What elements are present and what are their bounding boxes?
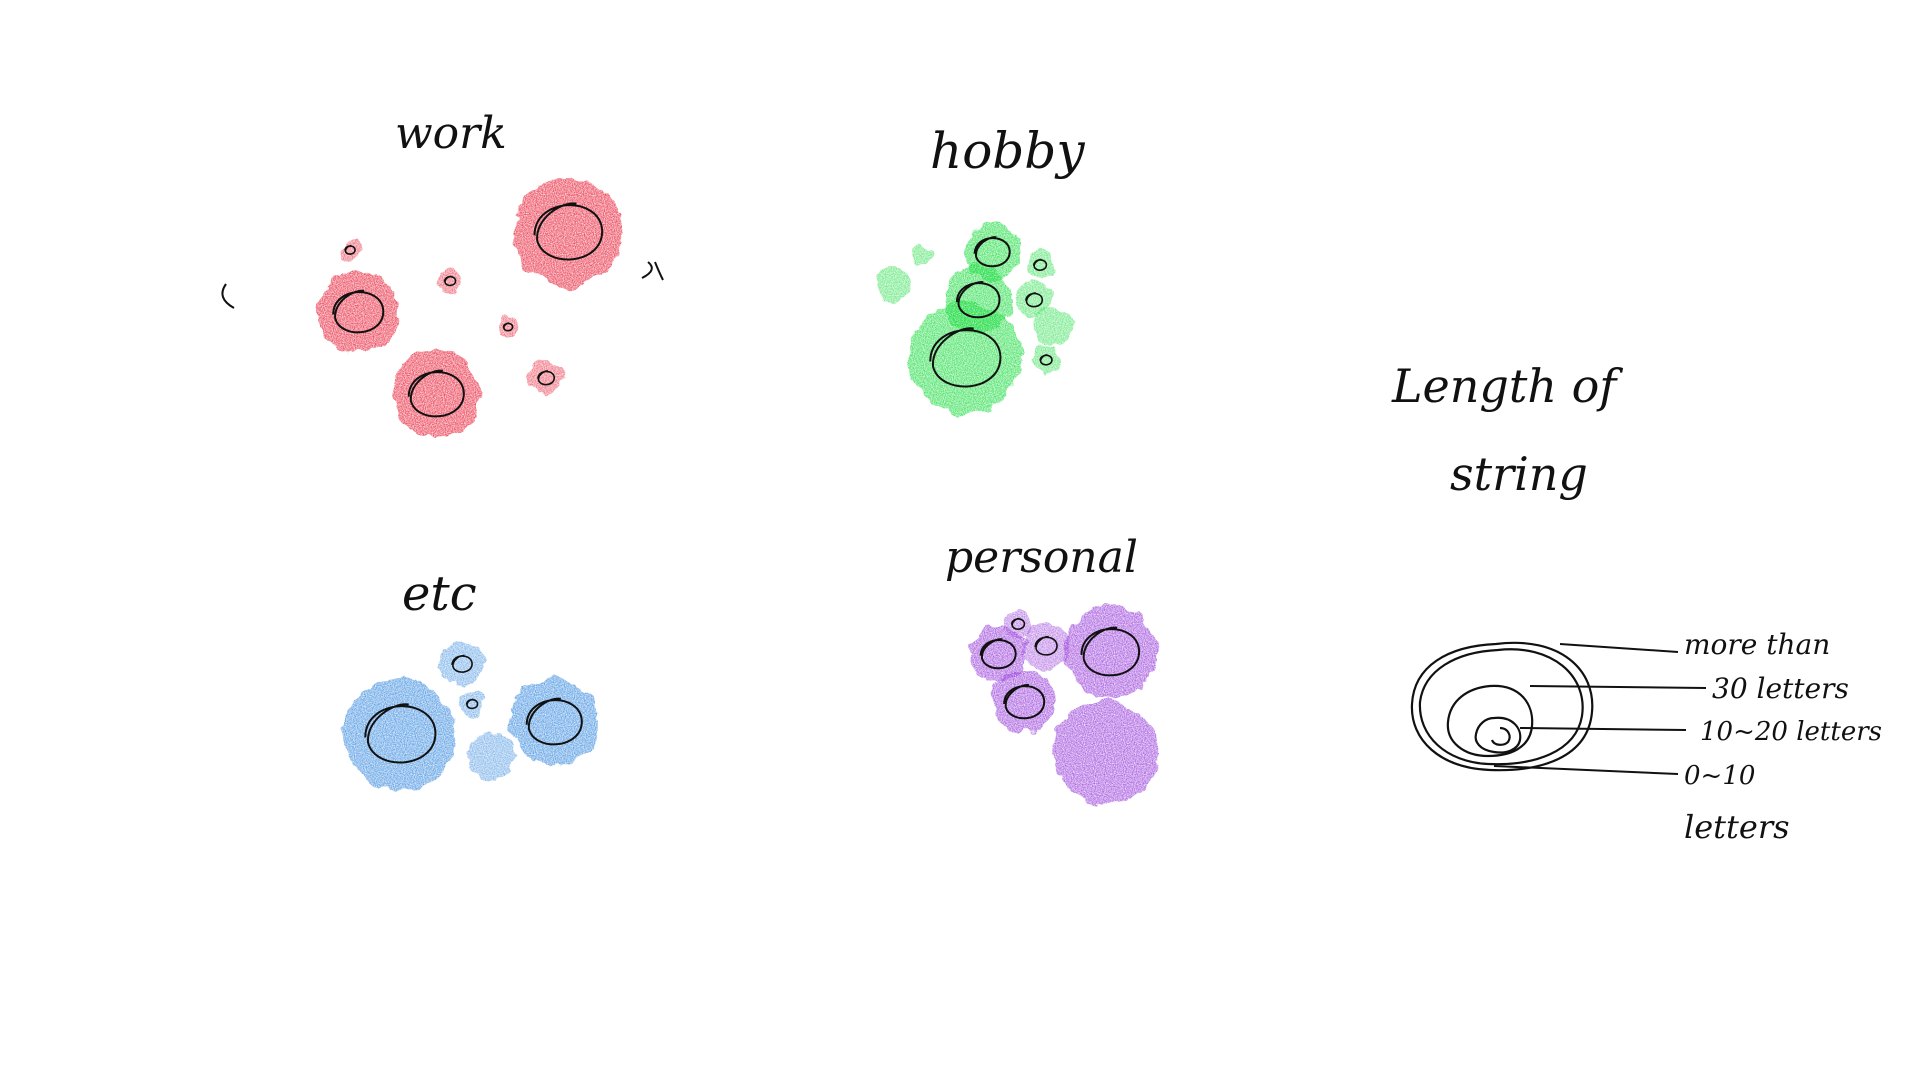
work-blob-outline — [332, 289, 385, 334]
cluster-work-blobs — [318, 178, 622, 438]
work-blob-outline — [533, 202, 604, 261]
hobby-blob-outline — [955, 281, 1001, 319]
hobby-blob — [1034, 307, 1074, 347]
personal-blob-outline — [1003, 684, 1046, 720]
etc-blob — [510, 678, 598, 766]
legend-item-label: 10~20 letters — [1700, 717, 1882, 747]
hobby-blob-outline — [973, 236, 1011, 268]
legend-ring-inner — [1490, 726, 1511, 746]
cluster-etc-label: etc — [402, 566, 477, 622]
cluster-hobby-label: hobby — [930, 122, 1085, 180]
cluster-personal-label: personal — [945, 532, 1138, 583]
hobby-blob — [1016, 282, 1052, 318]
work-blob — [498, 317, 518, 337]
work-blob — [318, 272, 398, 352]
work-blob — [528, 360, 564, 396]
legend-title-line2: string — [1450, 447, 1588, 501]
work-blob-outline — [502, 322, 514, 332]
cluster-personal: personal — [945, 532, 1158, 804]
work-blob-outline — [407, 369, 465, 418]
hobby-blob-outline — [929, 327, 1002, 388]
cluster-etc: etc — [344, 566, 598, 790]
etc-blob — [460, 692, 484, 716]
personal-blob — [1054, 700, 1158, 804]
legend-item-label: more than — [1684, 628, 1830, 661]
cluster-work-label: work — [395, 108, 507, 159]
cluster-work: work — [221, 108, 664, 438]
personal-blob — [992, 670, 1056, 734]
hobby-blob-outline — [1025, 292, 1044, 308]
etc-blob-outline — [364, 703, 437, 764]
hobby-blob — [964, 224, 1020, 280]
legend-leader-line — [1493, 765, 1679, 775]
legend-ring-outer — [1410, 641, 1594, 772]
legend-leader-line — [1519, 727, 1687, 731]
work-tick-mark — [641, 261, 664, 281]
etc-blob-outline — [451, 654, 473, 673]
work-blob — [514, 178, 622, 286]
cluster-hobby-blobs — [875, 224, 1074, 414]
legend-item-label: 30 letters — [1712, 672, 1849, 705]
legend-ring-second — [1446, 684, 1534, 758]
legend-item-label: 0~10 — [1684, 761, 1755, 791]
etc-blob-outline — [525, 697, 583, 746]
personal-blob — [970, 626, 1026, 682]
hobby-blob — [911, 245, 933, 267]
hobby-blob — [875, 268, 909, 302]
legend-leader-line — [1529, 685, 1707, 689]
legend-ring-third — [1474, 716, 1522, 754]
etc-blob — [440, 642, 484, 686]
etc-blob-outline — [465, 698, 479, 710]
etc-blob — [344, 678, 456, 790]
work-tick-mark — [221, 283, 235, 309]
work-blob — [438, 269, 462, 293]
cluster-hobby: hobby — [875, 122, 1085, 414]
cluster-etc-blobs — [344, 642, 598, 790]
work-blob — [392, 350, 480, 438]
etc-blob — [468, 732, 516, 780]
legend-rings — [1410, 641, 1594, 772]
legend-leader-line — [1559, 643, 1679, 653]
personal-blob — [1022, 622, 1070, 670]
work-blob-outline — [443, 275, 457, 287]
work-blob — [339, 239, 361, 261]
personal-blob-outline — [1080, 626, 1141, 677]
legend-title-line1: Length of — [1391, 359, 1623, 413]
hobby-blob — [1033, 347, 1059, 373]
hobby-blob-outline — [1039, 354, 1053, 366]
cluster-personal-blobs — [970, 606, 1158, 804]
legend-leader-lines — [1493, 643, 1707, 775]
work-blob-outline — [537, 370, 556, 386]
personal-blob — [1004, 610, 1032, 638]
legend: Length of string more than 30 letters 10… — [1391, 359, 1882, 846]
work-blob-outline — [344, 244, 356, 255]
hobby-blob-outline — [1032, 258, 1048, 271]
legend-item-label: letters — [1684, 808, 1790, 846]
personal-blob-outline — [1010, 617, 1026, 630]
hobby-blob — [1026, 251, 1054, 279]
legend-ring-outer-2 — [1418, 648, 1584, 766]
hobby-blob — [944, 266, 1012, 334]
personal-blob — [1064, 606, 1156, 698]
personal-blob-outline — [1034, 636, 1058, 656]
personal-blob-outline — [979, 638, 1017, 670]
